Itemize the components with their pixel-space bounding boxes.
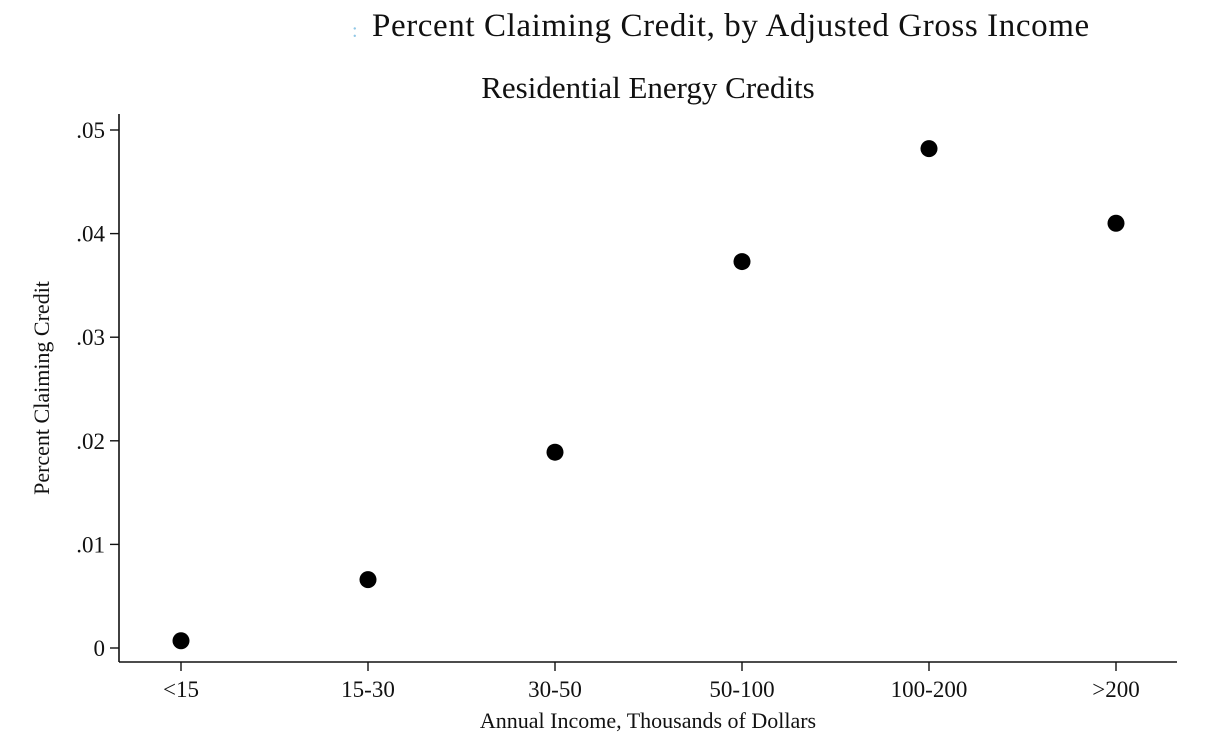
data-point — [546, 443, 564, 461]
x-tick-label: 50-100 — [709, 677, 774, 702]
data-point — [1107, 214, 1125, 232]
chart-title: Residential Energy Credits — [481, 70, 814, 105]
y-tick-label: .03 — [76, 325, 105, 350]
x-tick-label: <15 — [163, 677, 199, 702]
x-tick-label: >200 — [1092, 677, 1139, 702]
caption-mark: : — [352, 20, 358, 42]
y-tick-label: .05 — [76, 118, 105, 143]
data-point — [359, 571, 377, 589]
y-tick-label: 0 — [94, 636, 106, 661]
y-tick-label: .02 — [76, 429, 105, 454]
x-tick-label: 30-50 — [528, 677, 582, 702]
data-point — [920, 140, 938, 158]
y-tick-label: .01 — [76, 532, 105, 557]
axes — [118, 114, 1177, 663]
data-points — [172, 140, 1125, 650]
y-tick-label: .04 — [76, 222, 105, 247]
x-ticks: <15 15-30 30-50 50-100 100-200 >200 — [163, 662, 1140, 702]
x-tick-label: 15-30 — [341, 677, 395, 702]
y-axis-label: Percent Claiming Credit — [29, 281, 54, 495]
figure-caption: Percent Claiming Credit, by Adjusted Gro… — [372, 8, 1090, 44]
x-tick-label: 100-200 — [891, 677, 968, 702]
x-axis-label: Annual Income, Thousands of Dollars — [480, 708, 816, 733]
y-ticks: 0 .01 .02 .03 .04 .05 — [76, 118, 119, 661]
data-point — [172, 632, 190, 650]
data-point — [733, 253, 751, 271]
